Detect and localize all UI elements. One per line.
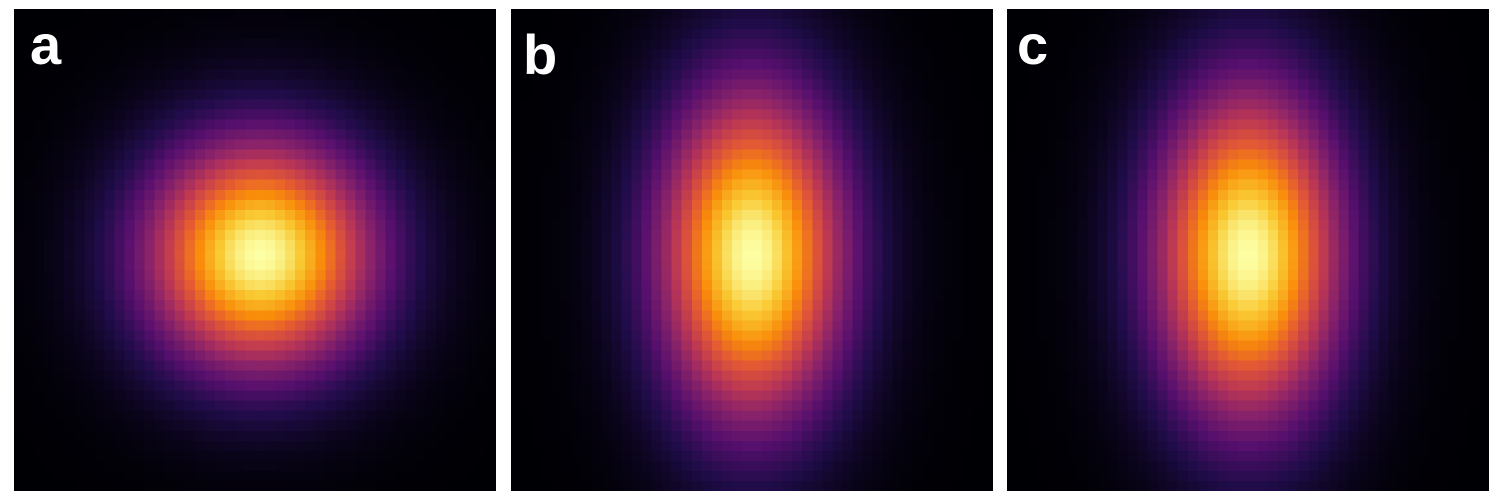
panel-label-b: b — [523, 23, 558, 86]
heatmap-image-a — [14, 9, 496, 491]
heatmap-panel-c: c — [1007, 9, 1489, 491]
heatmap-panel-a: a — [14, 9, 496, 491]
panel-label-a: a — [30, 13, 62, 76]
heatmap-panel-b: b — [511, 9, 993, 491]
panel-label-c: c — [1017, 13, 1049, 76]
heatmap-image-c — [1007, 9, 1489, 491]
heatmap-image-b — [511, 9, 993, 491]
